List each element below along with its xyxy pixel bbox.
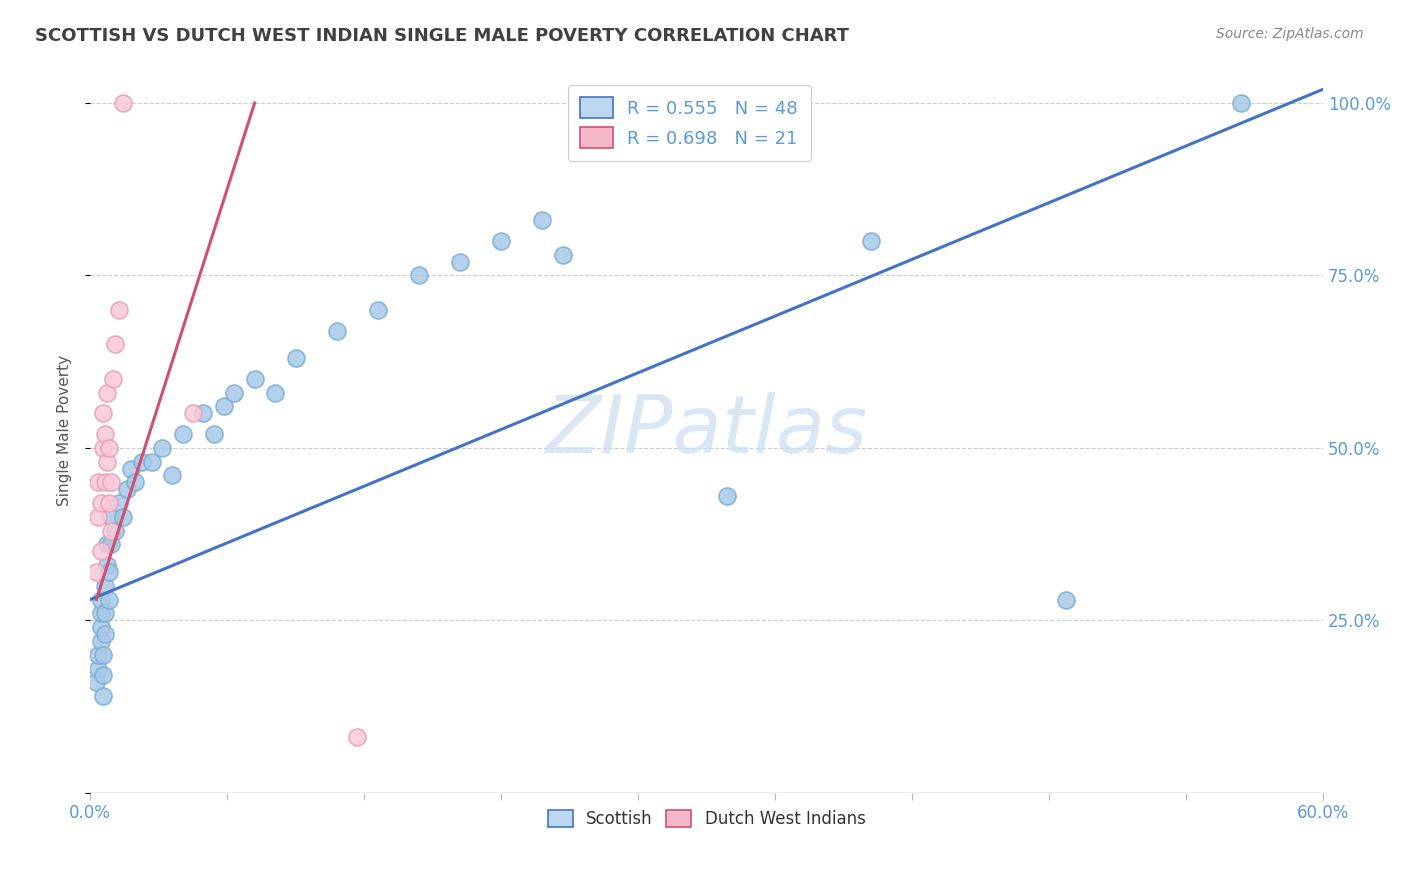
Point bbox=[100, 537, 122, 551]
Point bbox=[91, 689, 114, 703]
Point bbox=[181, 406, 204, 420]
Point bbox=[172, 427, 194, 442]
Point bbox=[141, 455, 163, 469]
Point bbox=[96, 558, 118, 572]
Point bbox=[131, 455, 153, 469]
Point bbox=[96, 455, 118, 469]
Point bbox=[264, 385, 287, 400]
Legend: Scottish, Dutch West Indians: Scottish, Dutch West Indians bbox=[541, 804, 872, 835]
Point bbox=[87, 509, 110, 524]
Point bbox=[100, 524, 122, 538]
Point bbox=[93, 427, 115, 442]
Point bbox=[112, 509, 135, 524]
Point bbox=[101, 372, 124, 386]
Point bbox=[112, 95, 135, 110]
Point bbox=[124, 475, 146, 490]
Point bbox=[89, 634, 111, 648]
Point bbox=[449, 254, 471, 268]
Point bbox=[87, 661, 110, 675]
Point bbox=[243, 372, 266, 386]
Point bbox=[91, 668, 114, 682]
Point bbox=[97, 592, 120, 607]
Point bbox=[1230, 95, 1253, 110]
Point bbox=[1054, 592, 1077, 607]
Point bbox=[162, 468, 184, 483]
Point bbox=[115, 482, 138, 496]
Point bbox=[89, 607, 111, 621]
Point bbox=[91, 648, 114, 662]
Point bbox=[86, 675, 108, 690]
Point bbox=[326, 324, 349, 338]
Text: Source: ZipAtlas.com: Source: ZipAtlas.com bbox=[1216, 27, 1364, 41]
Point bbox=[89, 544, 111, 558]
Point bbox=[91, 441, 114, 455]
Point bbox=[284, 351, 307, 366]
Point bbox=[86, 565, 108, 579]
Point bbox=[87, 648, 110, 662]
Point bbox=[100, 509, 122, 524]
Point bbox=[108, 496, 131, 510]
Point bbox=[108, 302, 131, 317]
Point bbox=[716, 489, 738, 503]
Point bbox=[87, 475, 110, 490]
Point bbox=[91, 406, 114, 420]
Point bbox=[93, 627, 115, 641]
Point bbox=[212, 400, 235, 414]
Text: ZIPatlas: ZIPatlas bbox=[546, 392, 868, 469]
Point bbox=[93, 475, 115, 490]
Point bbox=[89, 496, 111, 510]
Point bbox=[202, 427, 225, 442]
Point bbox=[97, 441, 120, 455]
Point bbox=[489, 234, 512, 248]
Point bbox=[408, 268, 430, 283]
Point bbox=[531, 213, 554, 227]
Point bbox=[89, 620, 111, 634]
Y-axis label: Single Male Poverty: Single Male Poverty bbox=[58, 355, 72, 506]
Point bbox=[367, 302, 389, 317]
Text: SCOTTISH VS DUTCH WEST INDIAN SINGLE MALE POVERTY CORRELATION CHART: SCOTTISH VS DUTCH WEST INDIAN SINGLE MAL… bbox=[35, 27, 849, 45]
Point bbox=[96, 385, 118, 400]
Point bbox=[222, 385, 245, 400]
Point bbox=[100, 475, 122, 490]
Point bbox=[97, 496, 120, 510]
Point bbox=[104, 524, 127, 538]
Point bbox=[551, 248, 574, 262]
Point bbox=[89, 592, 111, 607]
Point bbox=[193, 406, 215, 420]
Point bbox=[96, 537, 118, 551]
Point bbox=[860, 234, 883, 248]
Point bbox=[93, 579, 115, 593]
Point bbox=[93, 607, 115, 621]
Point bbox=[104, 337, 127, 351]
Point bbox=[346, 731, 368, 745]
Point bbox=[97, 565, 120, 579]
Point bbox=[120, 461, 142, 475]
Point bbox=[150, 441, 173, 455]
